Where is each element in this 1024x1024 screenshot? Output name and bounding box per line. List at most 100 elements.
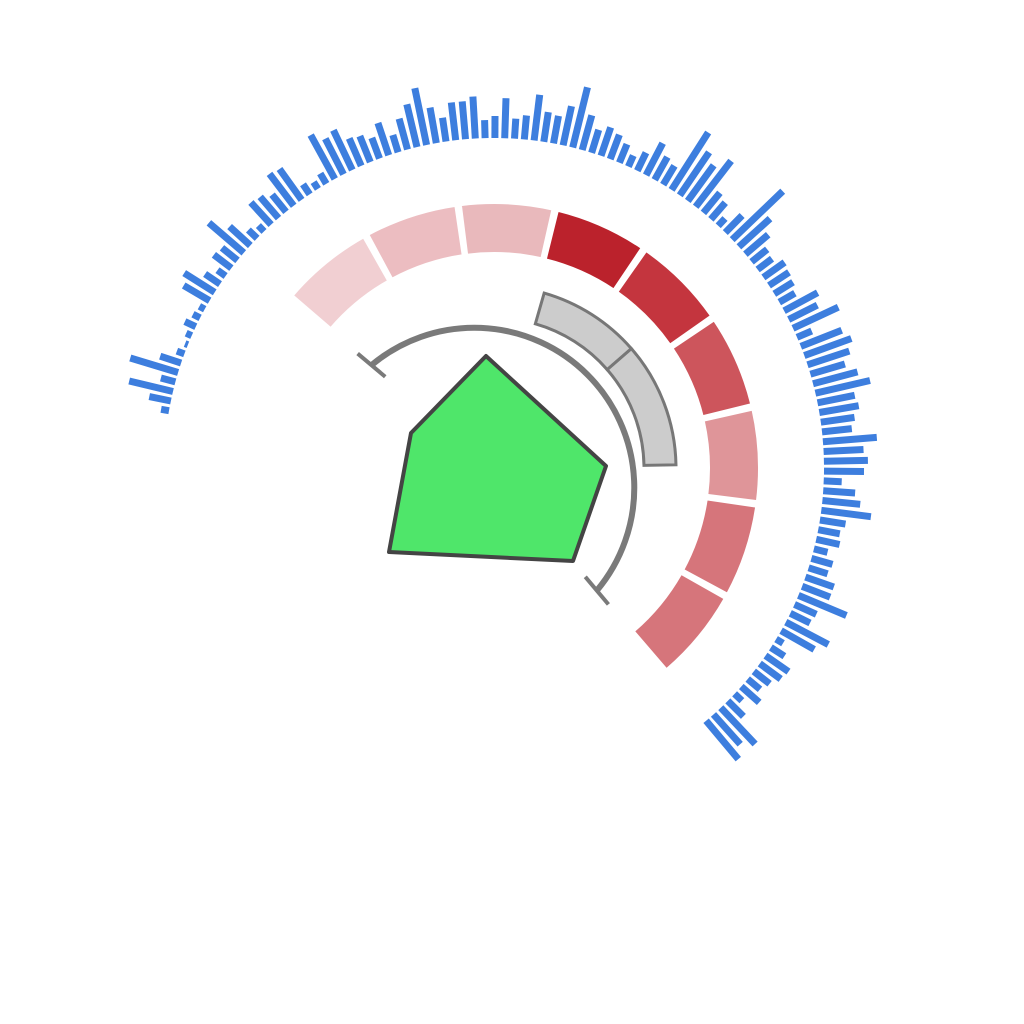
- tick-mark: [779, 627, 816, 653]
- tick-mark: [822, 433, 878, 446]
- tick-mark: [823, 456, 868, 465]
- tick-mark: [606, 133, 623, 161]
- tick-mark: [588, 128, 603, 154]
- tick-mark: [668, 130, 712, 192]
- tick-mark: [774, 636, 785, 647]
- tick-mark: [772, 279, 795, 297]
- tick-mark: [368, 136, 383, 160]
- outer-segment: [616, 249, 713, 346]
- tick-mark: [749, 246, 770, 265]
- tick-mark: [787, 301, 819, 323]
- tick-mark: [389, 133, 402, 154]
- tick-mark: [266, 171, 297, 208]
- tick-mark: [597, 126, 615, 157]
- tick-mark: [578, 114, 596, 151]
- tick-mark: [317, 171, 330, 186]
- tick-mark: [160, 405, 170, 415]
- tick-mark: [616, 142, 631, 165]
- tick-mark: [821, 425, 853, 436]
- tick-mark: [257, 194, 282, 221]
- outer-segment: [681, 498, 758, 595]
- tick-mark: [822, 497, 861, 508]
- tick-mark: [820, 506, 872, 521]
- tick-mark: [520, 115, 530, 140]
- tick-mark: [651, 155, 671, 182]
- tick-mark: [255, 223, 267, 234]
- tick-mark: [197, 303, 207, 313]
- outer-segment-ring: [291, 202, 760, 671]
- tick-mark: [793, 601, 818, 618]
- tick-mark: [191, 311, 202, 322]
- inner-track-cap: [356, 352, 387, 379]
- tick-mark: [676, 150, 712, 198]
- tick-mark: [822, 487, 856, 497]
- tick-mark: [540, 111, 552, 143]
- tick-mark: [183, 318, 198, 330]
- tick-mark: [732, 691, 745, 704]
- tick-mark: [722, 213, 745, 236]
- tick-mark: [710, 712, 743, 747]
- tick-mark: [797, 592, 848, 619]
- tick-mark: [159, 352, 183, 367]
- tick-mark: [219, 245, 240, 264]
- tick-mark: [128, 377, 174, 395]
- tick-mark: [227, 224, 253, 249]
- tick-mark: [245, 227, 260, 241]
- tick-mark: [788, 610, 812, 627]
- tick-mark: [322, 137, 347, 176]
- tick-mark: [211, 252, 234, 271]
- tick-mark: [395, 117, 411, 151]
- outer-segment: [291, 235, 390, 330]
- tick-mark: [813, 545, 829, 556]
- tick-mark: [182, 270, 217, 296]
- tick-mark: [816, 391, 856, 407]
- tick-mark: [129, 354, 180, 376]
- tick-mark: [447, 102, 460, 141]
- outer-segment: [632, 572, 727, 671]
- tick-mark: [718, 705, 758, 747]
- tick-mark: [458, 101, 469, 140]
- tick-mark: [501, 98, 510, 139]
- tick-mark: [700, 190, 723, 216]
- inner-ring: [356, 291, 678, 606]
- tick-mark: [307, 133, 338, 181]
- tick-mark: [777, 290, 797, 306]
- tick-mark: [300, 182, 313, 197]
- tick-mark: [356, 134, 374, 164]
- tick-mark: [345, 137, 365, 168]
- tick-mark: [411, 87, 431, 146]
- tick-mark: [206, 220, 247, 256]
- center-polygon: [387, 354, 608, 563]
- tick-mark: [469, 96, 479, 139]
- outer-segment: [671, 319, 753, 418]
- tick-mark: [692, 158, 734, 209]
- tick-mark: [812, 368, 859, 388]
- tick-mark: [761, 259, 787, 281]
- tick-mark: [374, 121, 393, 157]
- tick-mark: [175, 347, 186, 358]
- tick-mark: [559, 105, 575, 147]
- tick-mark: [181, 282, 212, 304]
- tick-mark: [819, 516, 847, 528]
- inner-segment: [605, 346, 678, 467]
- tick-mark: [738, 683, 762, 706]
- tick-mark: [269, 192, 289, 215]
- tick-mark: [625, 154, 637, 169]
- outer-segment: [702, 408, 760, 503]
- tick-mark: [729, 188, 786, 243]
- inner-track-cap: [583, 575, 610, 606]
- tick-mark: [184, 330, 194, 339]
- tick-mark: [799, 326, 843, 350]
- tick-mark: [725, 698, 746, 719]
- outer-segment: [459, 202, 554, 260]
- tick-mark: [806, 347, 851, 369]
- tick-mark: [660, 164, 678, 187]
- tick-mark: [481, 120, 489, 139]
- tick-mark: [800, 583, 832, 601]
- tick-mark: [684, 163, 717, 203]
- tick-mark: [511, 118, 520, 139]
- tick-mark: [403, 103, 421, 148]
- tick-mark: [803, 335, 853, 359]
- tick-mark: [807, 564, 829, 578]
